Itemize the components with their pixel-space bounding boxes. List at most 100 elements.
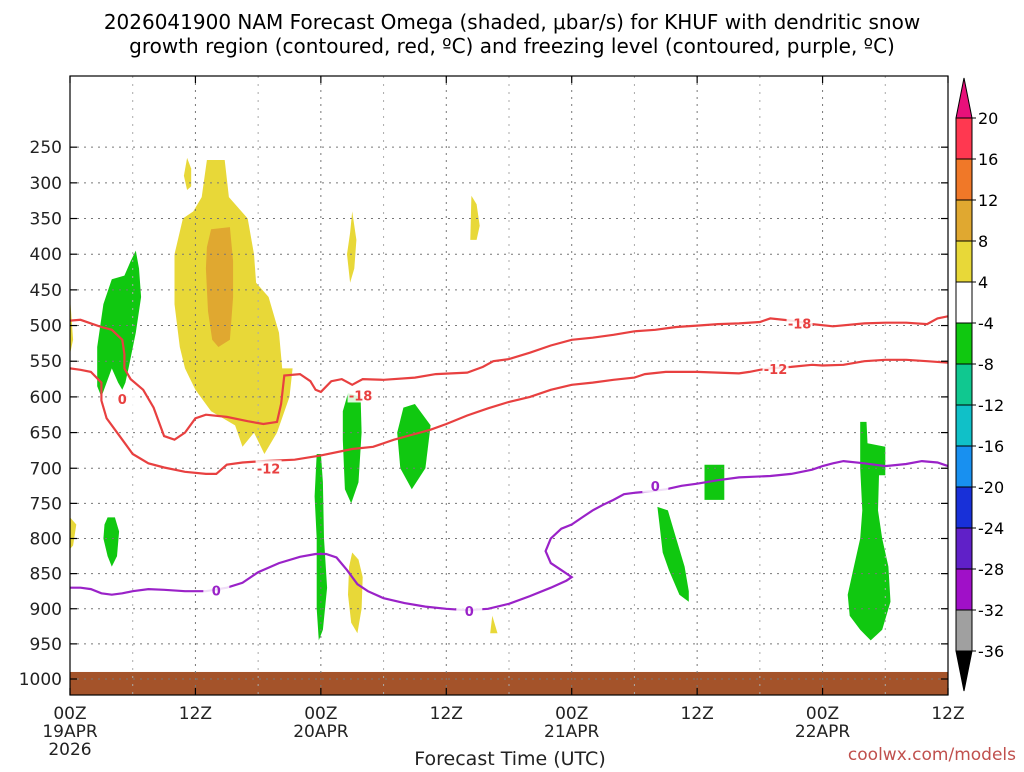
colorbar-label-9: -20 — [978, 478, 1004, 497]
colorbar-label-8: -16 — [978, 437, 1004, 456]
colorbar-bin-2 — [955, 199, 973, 242]
contours: -18 -18 -12 -12 0 0 0 0 — [70, 315, 948, 620]
contour-red_-18 — [70, 315, 948, 441]
ytick-label-900: 900 — [30, 600, 62, 620]
omega-region-13 — [397, 404, 431, 490]
omega-region-11 — [314, 454, 328, 641]
colorbar-bin-0 — [955, 117, 973, 160]
plot-frame — [69, 75, 949, 696]
xtick-label-24-1: 20APR — [293, 722, 349, 742]
colorbar-bin-11 — [955, 568, 973, 611]
ytick-label-750: 750 — [30, 494, 62, 514]
colorbar-label-13: -36 — [978, 642, 1004, 661]
chart-title-line-1: 2026041900 NAM Forecast Omega (shaded, μ… — [104, 10, 920, 34]
xtick-label-72-1: 22APR — [795, 722, 851, 742]
colorbar-bin-9 — [955, 486, 973, 529]
omega-region-10 — [103, 517, 120, 567]
plot-area: -18 -18 -12 -12 0 0 0 0 — [69, 76, 949, 695]
xtick-label-84-0: 12Z — [931, 704, 964, 724]
contour-label-red_0-label: 0 — [118, 393, 127, 408]
contour-label-red_-12-label2: -12 — [764, 363, 788, 378]
contour-label-red_-12-label: -12 — [257, 462, 281, 477]
contour-label-red_-18-label: -18 — [349, 389, 373, 404]
ytick-label-650: 650 — [30, 424, 62, 444]
ytick-label-300: 300 — [30, 174, 62, 194]
colorbar-bin-6 — [955, 363, 973, 406]
colorbar-label-5: -4 — [978, 314, 994, 333]
colorbar-label-3: 8 — [978, 232, 988, 251]
chart-title-line-2: growth region (contoured, red, ºC) and f… — [129, 34, 895, 58]
xtick-label-36-0: 12Z — [430, 704, 463, 724]
ytick-label-850: 850 — [30, 565, 62, 585]
xtick-label-72-0: 00Z — [806, 704, 839, 724]
colorbar-label-7: -12 — [978, 396, 1004, 415]
contour-label-red_-18-label2: -18 — [788, 317, 812, 332]
colorbar-label-1: 16 — [978, 150, 998, 169]
colorbar-label-6: -8 — [978, 355, 994, 374]
colorbar-bin-5 — [955, 322, 973, 365]
x-axis-label: Forecast Time (UTC) — [414, 748, 605, 768]
colorbar-label-10: -24 — [978, 519, 1004, 538]
ytick-label-800: 800 — [30, 530, 62, 550]
ytick-label-700: 700 — [30, 459, 62, 479]
colorbar-bottom-arrow — [955, 650, 973, 692]
omega-region-16 — [847, 421, 891, 641]
xtick-label-48-1: 21APR — [544, 722, 600, 742]
colorbar-bin-3 — [955, 240, 973, 283]
omega-region-6 — [70, 517, 77, 549]
contour-label-bg-red_-12-label — [255, 460, 282, 476]
colorbar-label-2: 12 — [978, 191, 998, 210]
omega-region-9 — [97, 250, 142, 397]
omega-region-1 — [174, 160, 293, 454]
omega-region-15 — [704, 464, 725, 500]
xtick-label-0-1: 19APR — [42, 722, 98, 742]
ytick-label-1000: 1000 — [19, 670, 62, 690]
colorbar-top-arrow — [955, 77, 973, 119]
omega-region-7 — [348, 552, 363, 634]
contour-purple_0 — [70, 459, 948, 612]
omega-region-14 — [657, 506, 689, 602]
colorbar-label-4: 4 — [978, 273, 988, 292]
contour-label-purple_0-label2: 0 — [465, 605, 474, 620]
ytick-label-950: 950 — [30, 635, 62, 655]
contour-label-bg-red_-18-label — [347, 387, 374, 403]
xtick-label-60-0: 12Z — [681, 704, 714, 724]
colorbar-bin-10 — [955, 527, 973, 570]
ytick-label-600: 600 — [30, 388, 62, 408]
ytick-label-350: 350 — [30, 210, 62, 230]
contour-label-purple_0-label3: 0 — [651, 480, 660, 495]
colorbar-bin-12 — [955, 609, 973, 652]
terrain-fill — [70, 671, 948, 695]
credit-text: coolwx.com/models — [848, 745, 1016, 765]
colorbar-bin-4 — [955, 281, 973, 324]
omega-region-2 — [205, 227, 234, 347]
ytick-label-250: 250 — [30, 138, 62, 158]
omega-region-0 — [183, 157, 192, 190]
colorbar-label-12: -32 — [978, 601, 1004, 620]
contour-label-bg-red_-18-label2 — [786, 315, 813, 331]
ytick-label-500: 500 — [30, 317, 62, 337]
contour-label-bg-red_0-label — [109, 391, 136, 407]
contour-label-bg-purple_0-label2 — [456, 602, 483, 618]
ytick-label-550: 550 — [30, 352, 62, 372]
contour-label-bg-red_-12-label2 — [762, 361, 789, 377]
contour-label-bg-purple_0-label3 — [642, 477, 669, 493]
xtick-label-48-0: 00Z — [555, 704, 588, 724]
omega-region-8 — [490, 615, 498, 634]
omega-region-4 — [470, 195, 480, 240]
omega-region-3 — [347, 211, 357, 283]
colorbar: 20 16 12 8 4 -4 -8 -12 -16 -20 -24 -28 -32 -36 — [955, 77, 1004, 692]
colorbar-bin-8 — [955, 445, 973, 488]
contour-label-bg-purple_0-label — [203, 582, 230, 598]
xtick-label-0-0: 00Z — [53, 704, 86, 724]
ytick-label-450: 450 — [30, 281, 62, 301]
xtick-label-24-0: 00Z — [304, 704, 337, 724]
colorbar-bin-1 — [955, 158, 973, 201]
contour-label-purple_0-label: 0 — [212, 584, 221, 599]
xtick-label-0-2: 2026 — [48, 740, 91, 760]
xtick-label-12-0: 12Z — [179, 704, 212, 724]
ytick-label-400: 400 — [30, 245, 62, 265]
colorbar-label-0: 20 — [978, 109, 998, 128]
